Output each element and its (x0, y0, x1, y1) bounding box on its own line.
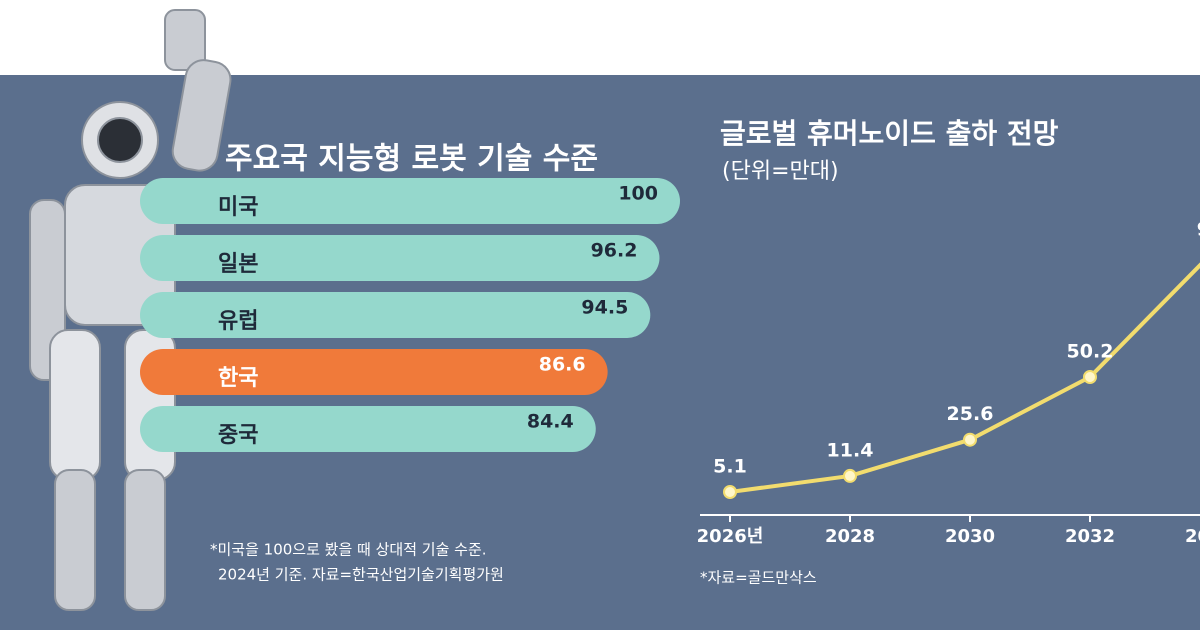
point (723, 484, 737, 499)
category-label: 미국 (218, 195, 258, 220)
value-label: 11.4 (827, 439, 874, 461)
bar (140, 292, 651, 338)
value-label: 96.2 (591, 240, 638, 262)
x-tick-label: 2034 (1185, 526, 1200, 547)
x-tick-label: 2032 (1065, 526, 1115, 547)
category-label: 유럽 (218, 309, 258, 334)
value-label: 98 (1197, 219, 1200, 241)
line-note: *자료=골드만삭스 (700, 569, 817, 587)
bar-chart-title: 주요국 지능형 로봇 기술 수준 (225, 142, 598, 177)
robot-illustration (29, 9, 232, 611)
category-label: 일본 (218, 252, 258, 277)
bar (140, 406, 596, 452)
x-tick-label: 2026년 (697, 526, 764, 547)
bar (140, 178, 680, 224)
category-label: 한국 (218, 366, 258, 391)
x-tick-label: 2028 (825, 526, 875, 547)
point (843, 468, 857, 483)
value-label: 100 (618, 183, 658, 205)
category-label: 중국 (218, 423, 258, 448)
bar-note: 2024년 기준. 자료=한국산업기술기획평가원 (218, 566, 504, 584)
point (963, 432, 977, 447)
bar (140, 349, 608, 395)
value-label: 86.6 (539, 354, 586, 376)
line-chart-subtitle: (단위=만대) (722, 159, 839, 184)
value-label: 94.5 (581, 297, 628, 319)
value-label: 5.1 (713, 455, 747, 477)
bar (140, 235, 660, 281)
line-chart-title: 글로벌 휴머노이드 출하 전망 (720, 117, 1059, 150)
value-label: 25.6 (947, 403, 994, 425)
point (1083, 369, 1097, 384)
value-label: 50.2 (1067, 340, 1114, 362)
x-tick-label: 2030 (945, 526, 995, 547)
bar-note: *미국을 100으로 봤을 때 상대적 기술 수준. (210, 541, 487, 559)
value-label: 84.4 (527, 411, 574, 433)
